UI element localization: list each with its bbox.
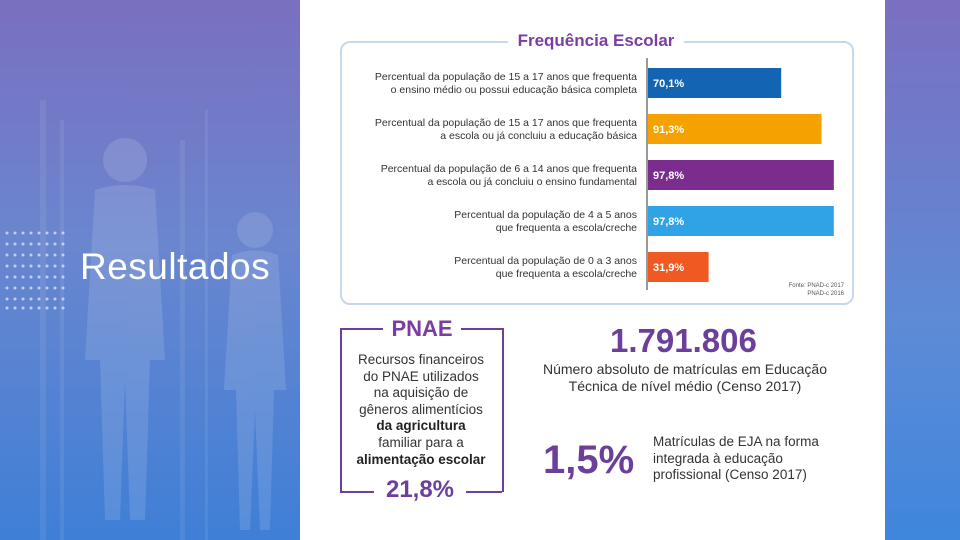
pnae-desc-line: do PNAE utilizados (363, 368, 479, 384)
pnae-desc-line: familiar para a (378, 434, 464, 450)
pnae-description: Recursos financeiros do PNAE utilizados … (346, 352, 496, 468)
people-silhouettes-decoration (40, 100, 286, 540)
chart-source-line: PNAD-c 2016 (807, 291, 844, 297)
chart-category-label: Percentual da população de 4 a 5 anos (454, 209, 637, 221)
chart-category-label: Percentual da população de 0 a 3 anos (454, 255, 637, 267)
chart-category-label: o ensino médio ou possui educação básica… (391, 84, 637, 96)
chart-bar-value-label: 97,8% (653, 170, 684, 182)
eja-value: 1,5% (543, 438, 635, 482)
eja-desc-line: Matrículas de EJA na forma (653, 434, 819, 449)
dot-grid-decoration (5, 231, 65, 310)
chart-bar-value-label: 31,9% (653, 262, 684, 274)
chart-title: Frequência Escolar (508, 30, 684, 52)
chart-source-line: Fonte: PNAD-c 2017 (788, 283, 844, 289)
content-panel (300, 0, 885, 540)
pnae-desc-line: gêneros alimentícios (359, 401, 483, 417)
eja-description: Matrículas de EJA na forma integrada à e… (653, 434, 843, 484)
enrollment-desc-line: Número absoluto de matrículas em Educaçã… (542, 361, 828, 377)
chart-bar-value-label: 91,3% (653, 124, 684, 136)
chart-bar (648, 114, 822, 144)
chart-bar (648, 206, 834, 236)
pnae-desc-line: alimentação escolar (356, 451, 486, 467)
chart-bar (648, 160, 834, 190)
pnae-desc-line: na aquisição de (373, 385, 469, 401)
chart-category-label: a escola ou já concluiu o ensino fundame… (427, 176, 637, 188)
chart-category-label: a escola ou já concluiu a educação básic… (440, 130, 637, 142)
pnae-desc-line: da agricultura (376, 418, 466, 434)
pnae-desc-line: Recursos financeiros (357, 352, 485, 367)
right-background-strip (885, 0, 960, 540)
chart-bar-value-label: 97,8% (653, 216, 684, 228)
eja-desc-line: integrada à educação (653, 450, 783, 466)
pnae-frame-bottom-right (465, 491, 502, 493)
slide-title: Resultados (80, 246, 271, 287)
chart-category-label: Percentual da população de 15 a 17 anos … (375, 71, 637, 83)
pnae-title: PNAE (383, 316, 461, 342)
chart-bar-value-label: 70,1% (653, 78, 684, 90)
eja-desc-line: profissional (Censo 2017) (653, 467, 807, 482)
chart-bar (648, 68, 782, 98)
pnae-frame-bottom-left (340, 491, 374, 493)
chart-category-label: Percentual da população de 15 a 17 anos … (375, 117, 637, 129)
chart-category-label: que frequenta a escola/creche (496, 268, 637, 280)
chart-bar (648, 252, 709, 282)
frequency-bar-chart: 70,1% Percentual da população de 15 a 17 … (375, 58, 834, 290)
chart-category-label: que frequenta a escola/creche (496, 222, 637, 234)
chart-category-label: Percentual da população de 6 a 14 anos q… (381, 163, 637, 175)
enrollment-description: Número absoluto de matrículas em Educaçã… (530, 361, 840, 395)
chart-source: Fonte: PNAD-c 2017 PNAD-c 2016 (770, 282, 844, 298)
pnae-value: 21,8% (374, 476, 466, 504)
enrollment-number: 1.791.806 (610, 322, 757, 359)
enrollment-desc-line: Técnica de nível médio (Censo 2017) (568, 378, 802, 394)
